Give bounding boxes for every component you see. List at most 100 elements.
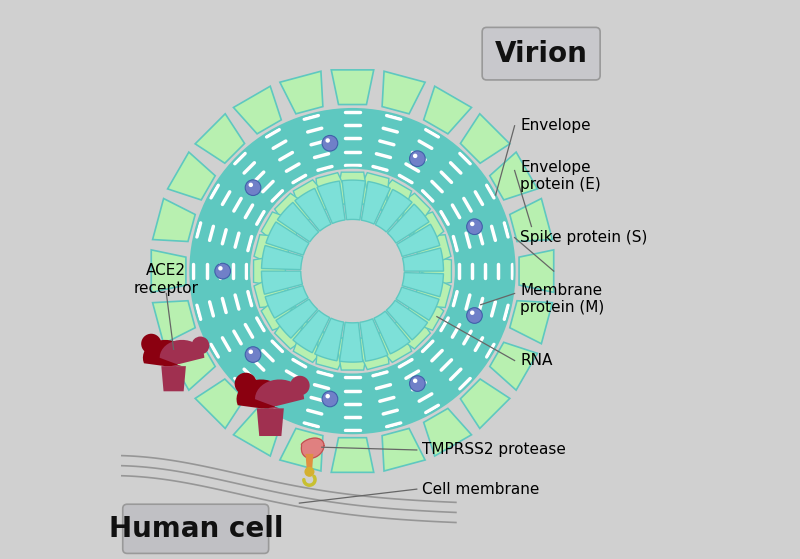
- Circle shape: [249, 168, 456, 375]
- Text: Spike protein (S): Spike protein (S): [520, 230, 647, 245]
- Polygon shape: [378, 203, 420, 245]
- Polygon shape: [374, 311, 410, 354]
- Circle shape: [470, 310, 474, 315]
- Circle shape: [305, 467, 314, 477]
- Polygon shape: [302, 438, 324, 458]
- Polygon shape: [257, 408, 284, 436]
- Polygon shape: [274, 307, 317, 349]
- Polygon shape: [194, 266, 246, 276]
- Polygon shape: [454, 225, 507, 248]
- Polygon shape: [387, 204, 429, 243]
- Polygon shape: [198, 225, 251, 248]
- Polygon shape: [510, 301, 552, 344]
- Polygon shape: [294, 180, 334, 221]
- Polygon shape: [424, 155, 469, 200]
- Polygon shape: [280, 428, 323, 471]
- Circle shape: [326, 394, 330, 399]
- Polygon shape: [195, 379, 245, 428]
- Polygon shape: [360, 319, 388, 361]
- Polygon shape: [302, 193, 340, 235]
- Polygon shape: [153, 198, 195, 241]
- Polygon shape: [402, 131, 437, 182]
- Polygon shape: [354, 331, 389, 369]
- Polygon shape: [396, 287, 439, 320]
- Polygon shape: [510, 198, 552, 241]
- Polygon shape: [442, 320, 493, 355]
- Polygon shape: [262, 245, 303, 269]
- Polygon shape: [365, 307, 403, 349]
- Text: Membrane
protein (M): Membrane protein (M): [520, 283, 605, 315]
- Polygon shape: [278, 202, 318, 242]
- Circle shape: [301, 220, 404, 323]
- Polygon shape: [274, 283, 316, 321]
- Polygon shape: [212, 187, 263, 222]
- Circle shape: [246, 180, 261, 196]
- Polygon shape: [237, 380, 285, 408]
- Polygon shape: [386, 300, 428, 340]
- Circle shape: [215, 263, 230, 279]
- Circle shape: [246, 347, 261, 362]
- Circle shape: [249, 168, 456, 375]
- Polygon shape: [316, 173, 351, 211]
- Circle shape: [322, 135, 338, 151]
- Polygon shape: [454, 294, 507, 317]
- Polygon shape: [317, 181, 345, 224]
- Polygon shape: [324, 191, 357, 228]
- Polygon shape: [254, 235, 292, 270]
- Polygon shape: [490, 342, 538, 390]
- Polygon shape: [236, 343, 281, 387]
- Polygon shape: [402, 212, 444, 252]
- Polygon shape: [262, 212, 302, 252]
- Polygon shape: [306, 372, 330, 426]
- Polygon shape: [269, 131, 304, 182]
- Circle shape: [249, 349, 253, 354]
- Polygon shape: [460, 114, 510, 163]
- Polygon shape: [195, 114, 245, 163]
- Polygon shape: [382, 71, 425, 114]
- Circle shape: [190, 109, 514, 433]
- FancyBboxPatch shape: [482, 27, 600, 80]
- Polygon shape: [490, 152, 538, 200]
- Text: Envelope
protein (E): Envelope protein (E): [520, 160, 601, 192]
- Circle shape: [218, 266, 222, 271]
- Polygon shape: [255, 380, 304, 408]
- Polygon shape: [342, 180, 366, 220]
- Circle shape: [413, 378, 418, 383]
- Circle shape: [249, 183, 253, 187]
- Polygon shape: [336, 338, 370, 370]
- Polygon shape: [272, 267, 309, 300]
- Polygon shape: [424, 86, 471, 134]
- Circle shape: [413, 154, 418, 158]
- Polygon shape: [397, 224, 440, 257]
- Polygon shape: [316, 331, 351, 369]
- Polygon shape: [236, 155, 281, 200]
- Text: Cell membrane: Cell membrane: [422, 482, 540, 496]
- Polygon shape: [347, 112, 358, 165]
- Polygon shape: [396, 243, 433, 275]
- Polygon shape: [349, 191, 381, 228]
- Text: ACE2
receptor: ACE2 receptor: [134, 263, 199, 296]
- Polygon shape: [265, 286, 308, 318]
- Polygon shape: [160, 340, 204, 366]
- Polygon shape: [365, 193, 403, 235]
- Polygon shape: [424, 409, 471, 456]
- Polygon shape: [269, 361, 304, 411]
- Polygon shape: [254, 272, 292, 307]
- Polygon shape: [388, 307, 430, 349]
- Polygon shape: [153, 301, 195, 344]
- Polygon shape: [266, 222, 309, 255]
- Polygon shape: [389, 221, 430, 259]
- Polygon shape: [274, 221, 316, 259]
- Text: Envelope: Envelope: [520, 119, 591, 133]
- Circle shape: [466, 307, 482, 323]
- Polygon shape: [402, 361, 437, 411]
- Polygon shape: [354, 173, 389, 211]
- Polygon shape: [302, 307, 340, 349]
- Circle shape: [470, 222, 474, 226]
- Polygon shape: [280, 71, 323, 114]
- Polygon shape: [347, 377, 358, 430]
- Polygon shape: [413, 272, 451, 307]
- Polygon shape: [339, 323, 363, 362]
- Polygon shape: [276, 299, 318, 338]
- Polygon shape: [212, 320, 263, 355]
